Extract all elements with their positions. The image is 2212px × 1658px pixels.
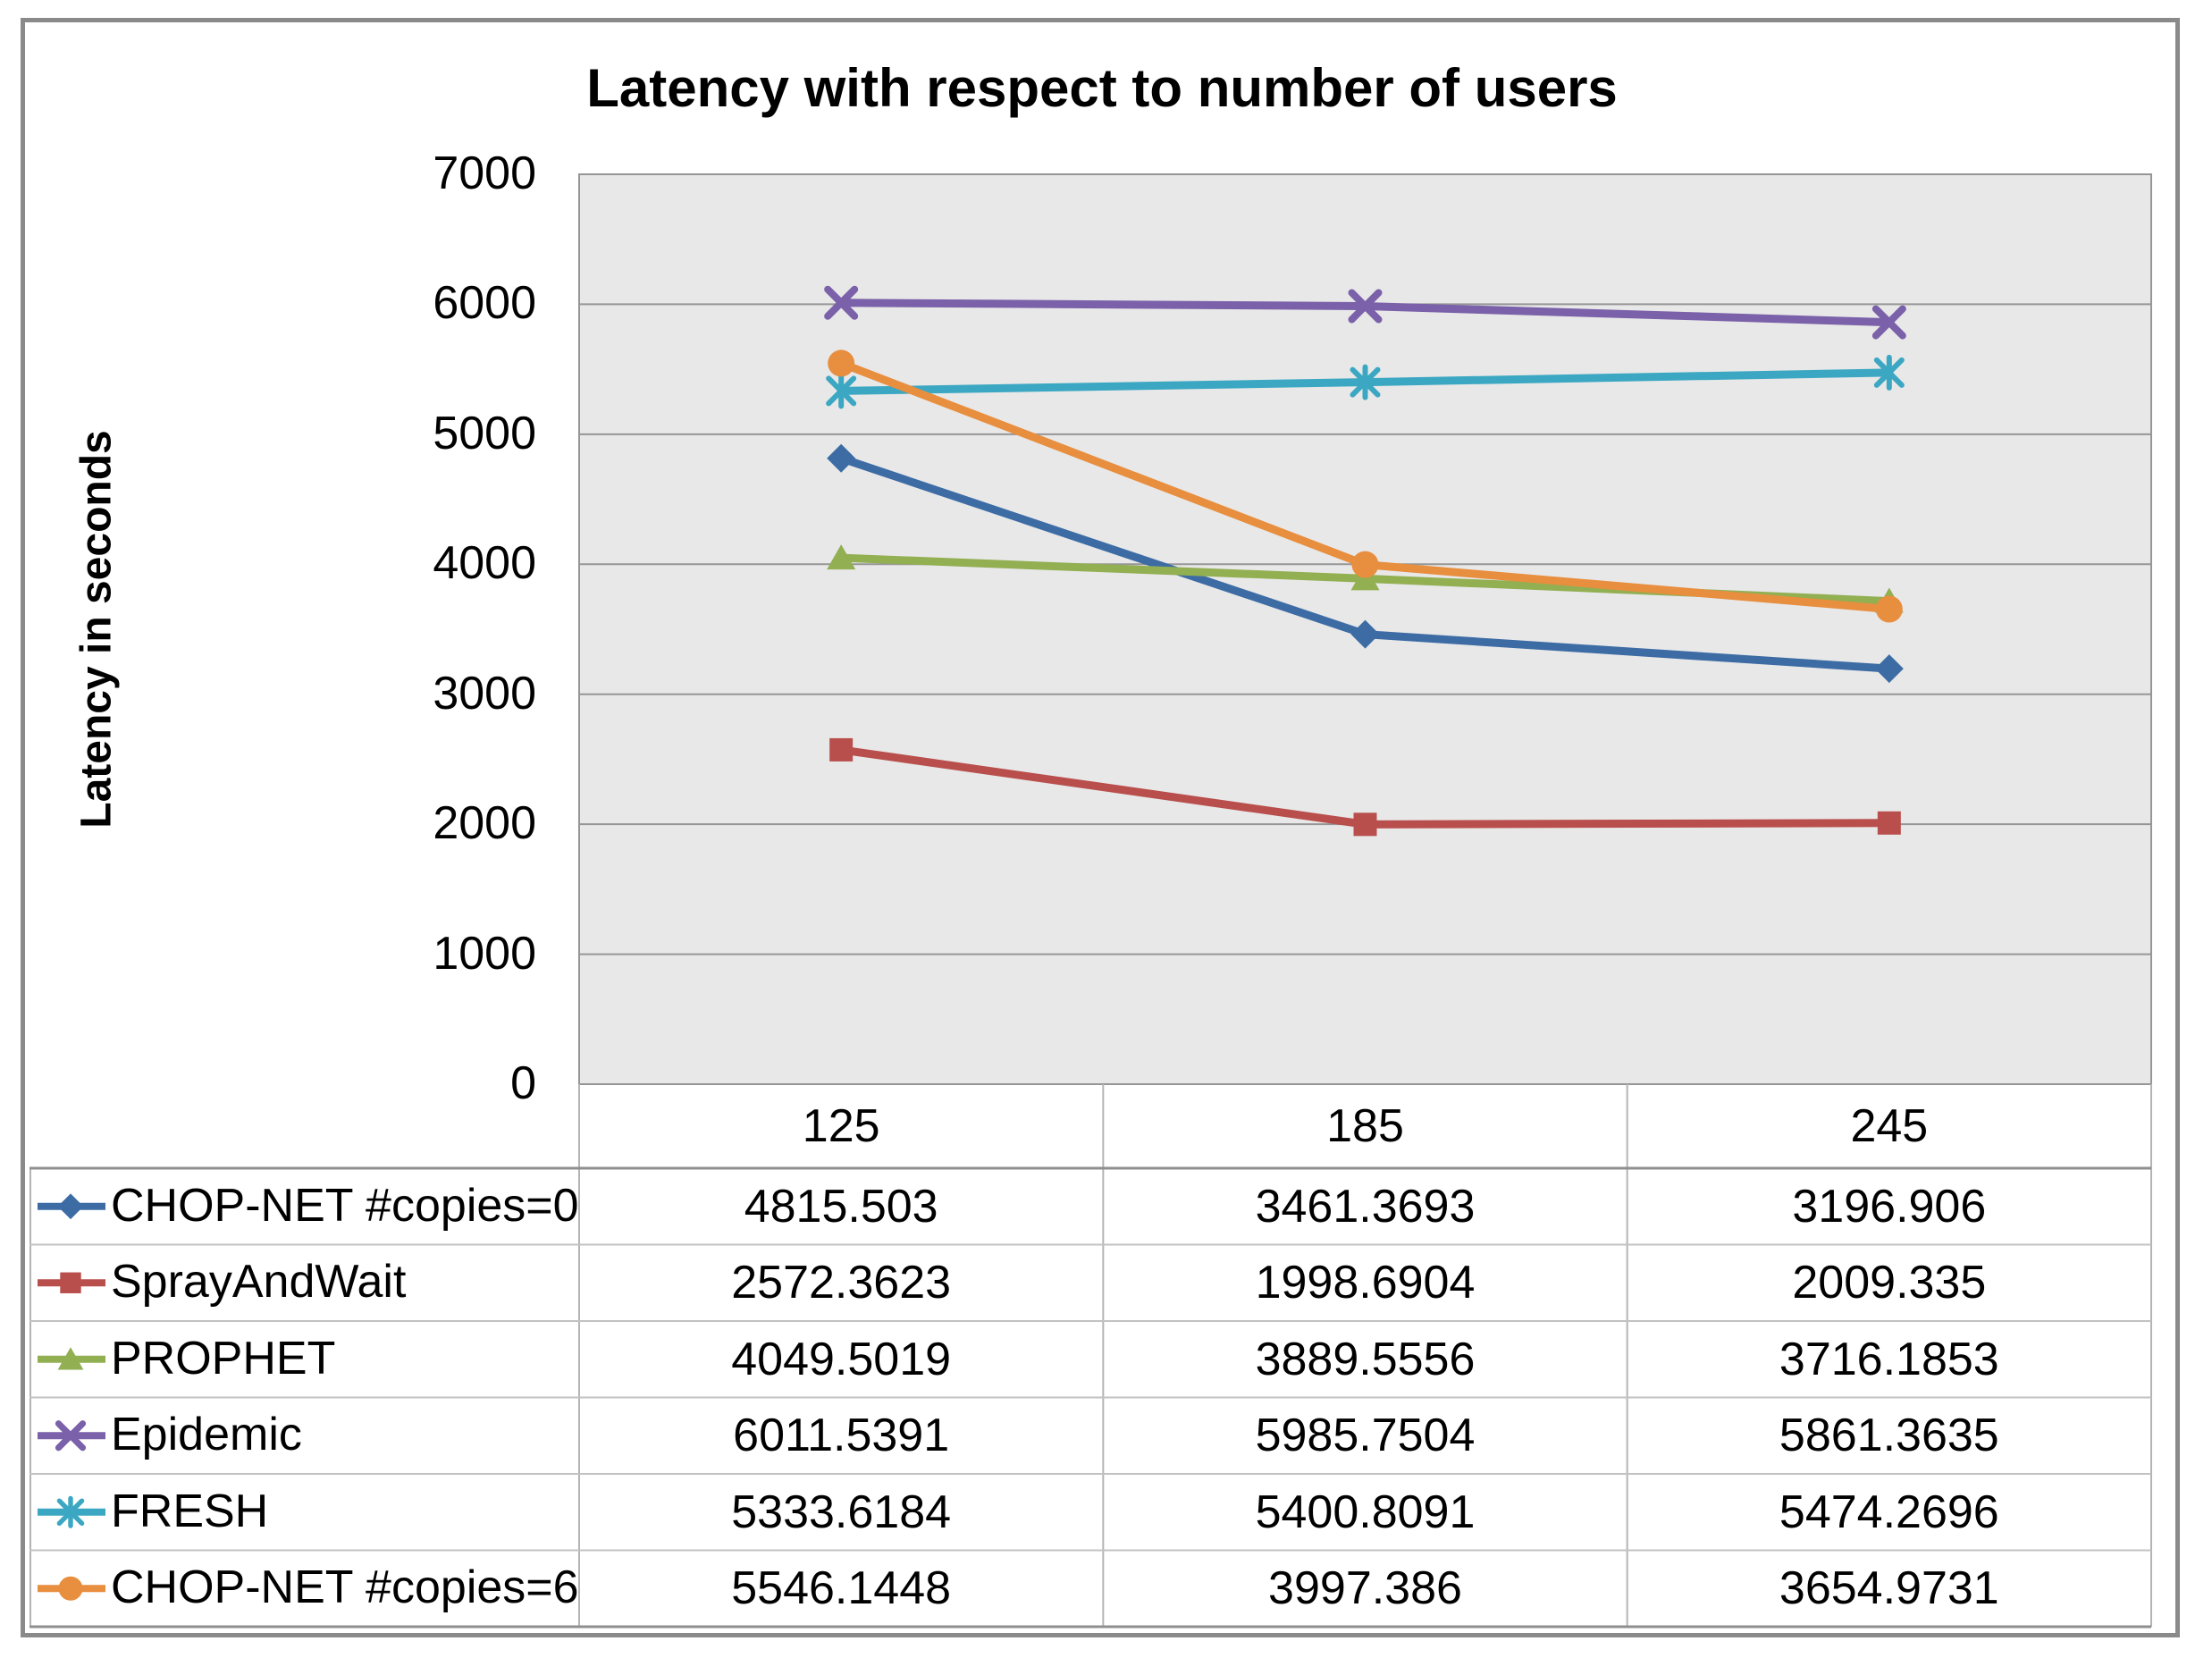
marker-triangle — [57, 1347, 84, 1370]
chart-title: Latency with respect to number of users — [586, 58, 1618, 118]
marker-asterisk — [826, 373, 857, 409]
marker-x — [55, 1420, 87, 1452]
marker-square — [1877, 811, 1901, 835]
series-sprayandwait — [829, 737, 1901, 837]
marker-circle — [828, 349, 855, 377]
table-grid — [29, 1084, 2152, 1629]
marker-diamond — [827, 443, 856, 473]
legend-key-epidemic — [38, 1420, 105, 1452]
legend-key-fresh — [38, 1495, 105, 1528]
legend-key-sprayandwait — [38, 1272, 105, 1293]
marker-circle — [58, 1576, 83, 1601]
marker-asterisk — [1350, 364, 1381, 400]
marker-x — [1871, 305, 1906, 340]
series-epidemic — [824, 285, 1906, 340]
marker-square — [60, 1272, 81, 1293]
legend-key-prophet — [38, 1347, 105, 1370]
marker-asterisk — [1873, 354, 1905, 391]
series-chop-net-copies-0 — [827, 443, 1904, 684]
marker-circle — [1351, 551, 1379, 578]
marker-triangle — [827, 544, 856, 570]
marker-diamond — [57, 1193, 84, 1220]
marker-x — [824, 285, 859, 320]
legend-key-chop-net-copies-6 — [38, 1576, 105, 1601]
legend-key-chop-net-copies-0 — [38, 1193, 105, 1220]
plot-border — [578, 173, 2152, 1085]
marker-asterisk — [56, 1495, 85, 1528]
series-chop-net-copies-6 — [828, 349, 1903, 623]
marker-circle — [1875, 595, 1903, 623]
series-fresh — [826, 354, 1905, 409]
marker-diamond — [1350, 619, 1380, 649]
marker-diamond — [1874, 654, 1904, 684]
marker-square — [829, 737, 854, 762]
marker-x — [1348, 289, 1383, 324]
marker-square — [1353, 812, 1377, 837]
